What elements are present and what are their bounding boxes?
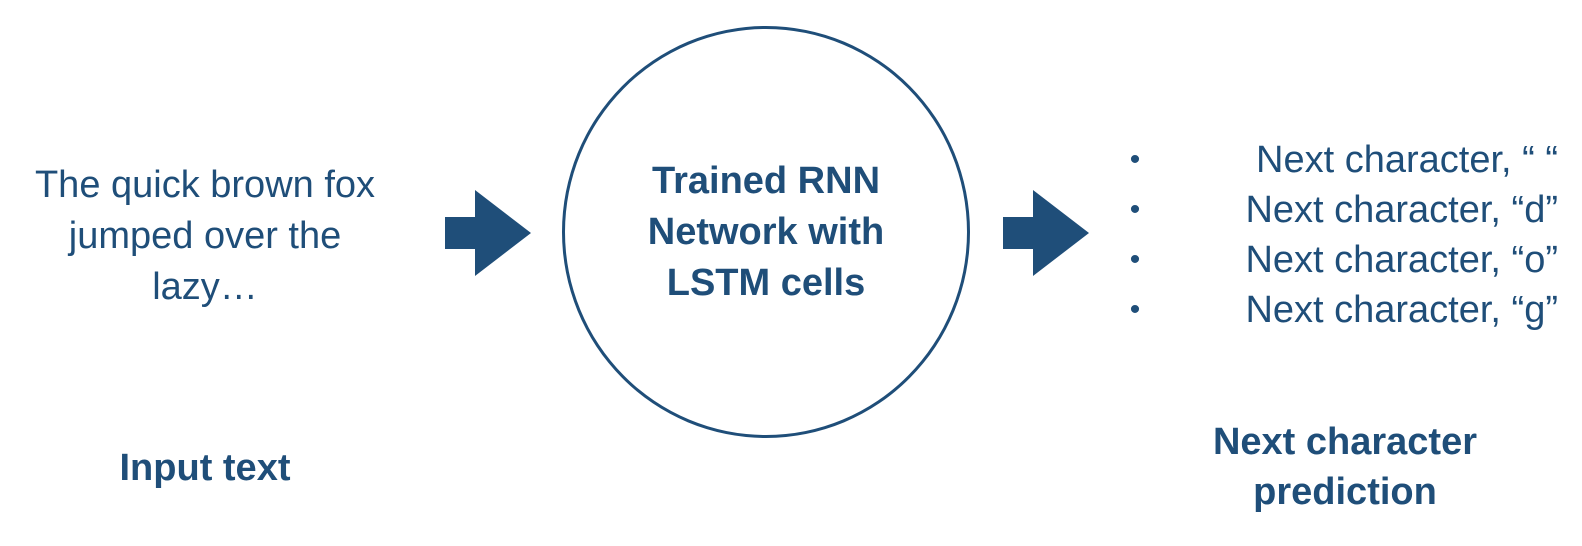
input-text-line: jumped over the xyxy=(68,215,342,257)
prediction-text: Next character, “ “ xyxy=(1256,139,1558,181)
bullet-icon: • xyxy=(1129,293,1141,326)
output-caption: Next character prediction xyxy=(1150,417,1540,517)
prediction-text: Next character, “o” xyxy=(1245,239,1558,281)
list-item: • Next character, “g” xyxy=(1120,285,1570,335)
right-arrow-icon xyxy=(445,190,531,281)
input-text-line: The quick brown fox xyxy=(34,164,376,206)
rnn-model-circle: Trained RNN Network with LSTM cells xyxy=(562,26,970,438)
list-item: • Next character, “ “ xyxy=(1120,135,1570,185)
right-arrow-icon-shape xyxy=(1003,190,1089,276)
input-caption-label: Input text xyxy=(119,447,291,489)
input-text-block: The quick brown fox jumped over the lazy… xyxy=(0,160,410,313)
bullet-icon: • xyxy=(1129,143,1141,176)
input-text-line: lazy… xyxy=(152,266,258,308)
input-caption: Input text xyxy=(0,443,410,493)
rnn-model-label-line: LSTM cells xyxy=(666,261,866,304)
right-arrow-icon-shape xyxy=(445,190,531,276)
right-arrow-icon xyxy=(1003,190,1089,281)
rnn-model-label-line: Trained RNN xyxy=(651,159,881,202)
output-caption-line: prediction xyxy=(1253,471,1437,513)
bullet-icon: • xyxy=(1129,243,1141,276)
bullet-icon: • xyxy=(1129,193,1141,226)
rnn-model-label: Trained RNN Network with LSTM cells xyxy=(648,156,884,309)
prediction-text: Next character, “g” xyxy=(1245,289,1558,331)
prediction-list: • Next character, “ “ • Next character, … xyxy=(1120,135,1570,335)
list-item: • Next character, “o” xyxy=(1120,235,1570,285)
rnn-model-label-line: Network with xyxy=(647,210,885,253)
prediction-text: Next character, “d” xyxy=(1245,189,1558,231)
output-caption-line: Next character xyxy=(1212,421,1478,463)
list-item: • Next character, “d” xyxy=(1120,185,1570,235)
